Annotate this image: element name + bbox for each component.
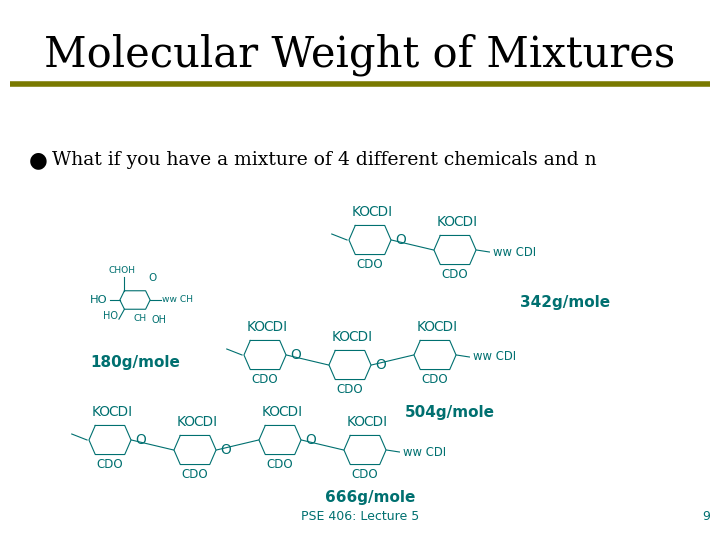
Text: ww CDI: ww CDI — [473, 350, 516, 363]
Text: ww CDI: ww CDI — [403, 446, 446, 458]
Text: 504g/mole: 504g/mole — [405, 405, 495, 420]
Text: KO: KO — [352, 205, 371, 219]
Text: CDI: CDI — [109, 406, 132, 420]
Text: CDI: CDI — [433, 320, 458, 334]
Text: KO: KO — [437, 215, 456, 230]
Text: CDO: CDO — [252, 373, 279, 386]
Text: O: O — [305, 433, 316, 447]
Text: KO: KO — [332, 330, 351, 345]
Text: CHOH: CHOH — [108, 266, 135, 275]
Text: CDO: CDO — [422, 373, 449, 386]
Text: KO: KO — [262, 406, 281, 420]
Text: 9: 9 — [702, 510, 710, 523]
Text: CDO: CDO — [441, 268, 468, 281]
Text: CDI: CDI — [264, 320, 287, 334]
Text: KO: KO — [177, 415, 196, 429]
Text: CDO: CDO — [266, 458, 293, 471]
Text: O: O — [135, 433, 146, 447]
Text: CDI: CDI — [364, 415, 387, 429]
Text: Molecular Weight of Mixtures: Molecular Weight of Mixtures — [45, 33, 675, 76]
Text: CDO: CDO — [351, 468, 378, 481]
Text: KO: KO — [347, 415, 366, 429]
Text: 666g/mole: 666g/mole — [325, 490, 415, 505]
Text: O: O — [220, 443, 231, 457]
Text: PSE 406: Lecture 5: PSE 406: Lecture 5 — [301, 510, 419, 523]
Text: KO: KO — [247, 320, 266, 334]
Text: 342g/mole: 342g/mole — [520, 295, 610, 310]
Text: CDI: CDI — [454, 215, 477, 230]
Text: ww CDI: ww CDI — [493, 246, 536, 259]
Text: What if you have a mixture of 4 different chemicals and n: What if you have a mixture of 4 differen… — [52, 151, 597, 169]
Text: HO: HO — [103, 312, 118, 321]
Text: CDI: CDI — [369, 205, 392, 219]
Text: O: O — [375, 358, 386, 372]
Text: O: O — [290, 348, 301, 362]
Text: CH: CH — [133, 314, 147, 322]
Text: O: O — [395, 233, 406, 247]
Text: CDO: CDO — [356, 258, 383, 272]
Text: CDI: CDI — [348, 330, 372, 345]
Text: CDO: CDO — [181, 468, 208, 481]
Text: CDI: CDI — [279, 406, 302, 420]
Text: KO: KO — [92, 406, 111, 420]
Text: ●: ● — [29, 150, 48, 170]
Text: OH: OH — [151, 315, 166, 325]
Text: CDO: CDO — [337, 383, 364, 396]
Text: KO: KO — [417, 320, 436, 334]
Text: O: O — [148, 273, 156, 282]
Text: 180g/mole: 180g/mole — [90, 355, 180, 370]
Text: CDI: CDI — [194, 415, 217, 429]
Text: ww CH: ww CH — [162, 295, 193, 305]
Text: HO: HO — [90, 295, 108, 305]
Text: CDO: CDO — [96, 458, 123, 471]
